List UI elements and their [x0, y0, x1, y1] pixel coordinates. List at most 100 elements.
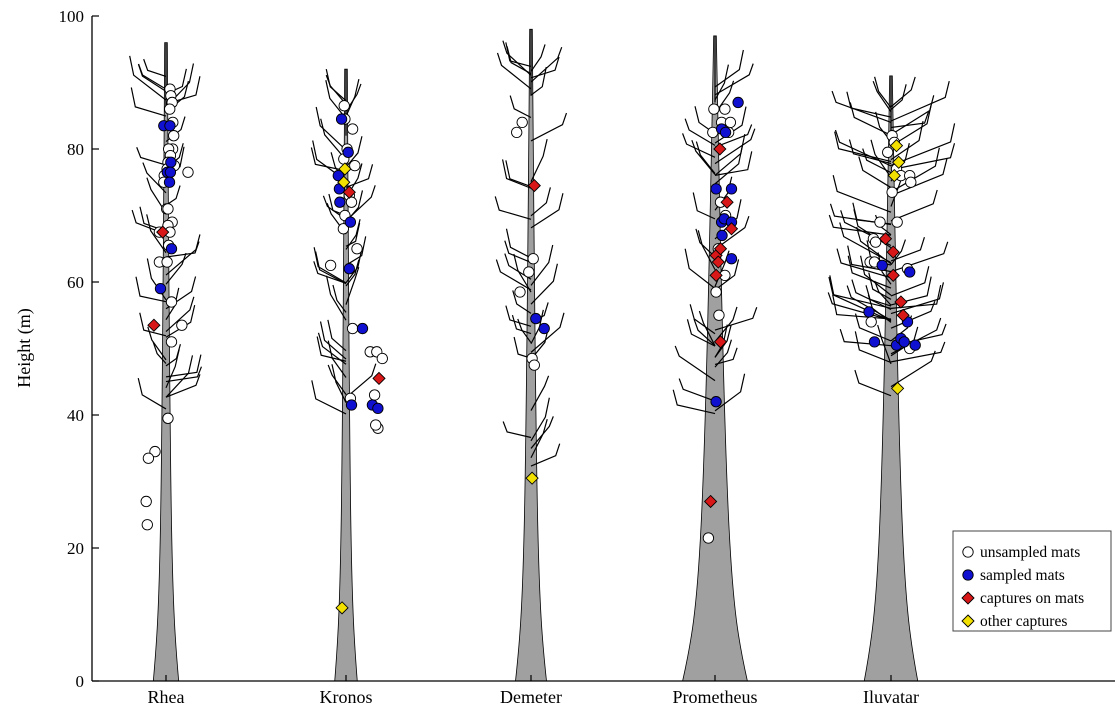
x-tick-label-prometheus: Prometheus [673, 687, 758, 707]
branch-line [890, 143, 956, 171]
data-point-unsampled-mats [149, 445, 161, 458]
data-point-other-captures [889, 139, 904, 153]
y-tick-label: 0 [76, 672, 85, 691]
branch-line [695, 228, 716, 258]
branch-line [714, 124, 753, 148]
branch-line [325, 69, 347, 102]
branch-line [506, 46, 532, 75]
tree-trunk-prometheus [682, 35, 748, 682]
branch-line [890, 84, 907, 110]
data-point-unsampled-mats [869, 236, 882, 248]
branch-line [890, 81, 950, 122]
branch-line [505, 228, 532, 259]
data-point-captures-on-mats [703, 494, 718, 509]
data-point-sampled-mats [530, 312, 542, 325]
data-point-captures-on-mats [147, 318, 161, 332]
data-point-sampled-mats [356, 322, 369, 335]
branch-line [325, 275, 347, 321]
branch-line [139, 312, 167, 337]
data-point-unsampled-mats [349, 159, 361, 172]
data-point-sampled-mats [332, 169, 344, 182]
branch-line [147, 326, 167, 361]
data-point-sampled-mats [163, 176, 176, 188]
data-point-unsampled-mats [345, 196, 358, 208]
branch-line [165, 366, 203, 383]
data-point-sampled-mats [725, 253, 738, 265]
branch-line [530, 263, 558, 305]
data-point-sampled-mats [904, 266, 916, 278]
branch-line [874, 280, 892, 306]
branch-line [530, 244, 554, 286]
data-point-captures-on-mats [713, 335, 728, 349]
branch-line [890, 76, 916, 108]
tree-silhouettes [129, 28, 956, 682]
data-point-sampled-mats [164, 166, 177, 178]
data-point-unsampled-mats [164, 103, 176, 115]
branch-line [877, 252, 892, 285]
branch-line [165, 241, 200, 258]
data-point-unsampled-mats [346, 322, 359, 335]
branch-line [327, 340, 347, 378]
legend-label-captures-on-mats: captures on mats [980, 590, 1084, 607]
data-point-unsampled-mats [162, 412, 174, 424]
branch-line [530, 112, 568, 142]
branch-line [137, 63, 167, 92]
branch-line [494, 196, 532, 220]
branch-line [505, 305, 532, 327]
data-point-sampled-mats [165, 243, 178, 255]
branch-line [530, 416, 554, 449]
branch-line [137, 63, 167, 90]
data-point-unsampled-mats [905, 176, 917, 188]
data-point-unsampled-mats [338, 100, 350, 112]
branch-line [890, 105, 932, 147]
branch-line [890, 284, 942, 309]
branch-line [502, 421, 532, 439]
branch-line [165, 349, 180, 389]
data-point-unsampled-mats [165, 336, 178, 348]
data-point-sampled-mats [876, 259, 888, 272]
data-point-unsampled-mats [376, 352, 388, 365]
data-point-captures-on-mats [878, 232, 893, 246]
branch-line [495, 259, 532, 291]
branch-line [847, 245, 892, 273]
axes: 0 20 40 60 80 100 Rhea Kronos Demeter Prometheus I… [59, 7, 1115, 707]
branch-line [877, 324, 892, 365]
branch-line [698, 310, 716, 347]
branch-line [691, 139, 716, 175]
branch-line [152, 341, 167, 364]
branch-line [836, 248, 892, 279]
data-point-captures-on-mats [156, 225, 170, 239]
branch-line [828, 276, 892, 309]
data-point-captures-on-mats [342, 185, 356, 199]
branch-line [847, 255, 892, 289]
data-point-other-captures [890, 381, 905, 396]
branch-line [129, 55, 167, 101]
tree-trunk-rhea [152, 42, 180, 682]
data-point-sampled-mats [342, 146, 354, 158]
data-point-captures-on-mats [713, 242, 728, 256]
branch-line [530, 46, 563, 83]
branch-line [714, 325, 732, 358]
branch-line [345, 236, 367, 266]
data-point-captures-on-mats [709, 268, 723, 282]
branch-line [890, 237, 926, 262]
data-point-captures-on-mats [896, 308, 910, 322]
branch-line [714, 347, 738, 366]
data-point-sampled-mats [344, 216, 357, 228]
branch-line [512, 290, 532, 314]
data-point-sampled-mats [909, 339, 921, 351]
data-point-captures-on-mats [886, 268, 900, 282]
branch-line [860, 255, 892, 296]
branch-line [530, 44, 546, 72]
branch-line [714, 306, 738, 342]
branch-line [313, 247, 347, 284]
branch-line [505, 160, 532, 188]
branch-line [345, 267, 360, 305]
branch-line [509, 95, 532, 119]
data-point-unsampled-mats [713, 309, 725, 321]
data-point-unsampled-mats [161, 256, 173, 268]
x-tick-label-demeter: Demeter [500, 687, 562, 707]
data-point-unsampled-mats [523, 266, 535, 278]
data-point-sampled-mats [863, 306, 875, 318]
